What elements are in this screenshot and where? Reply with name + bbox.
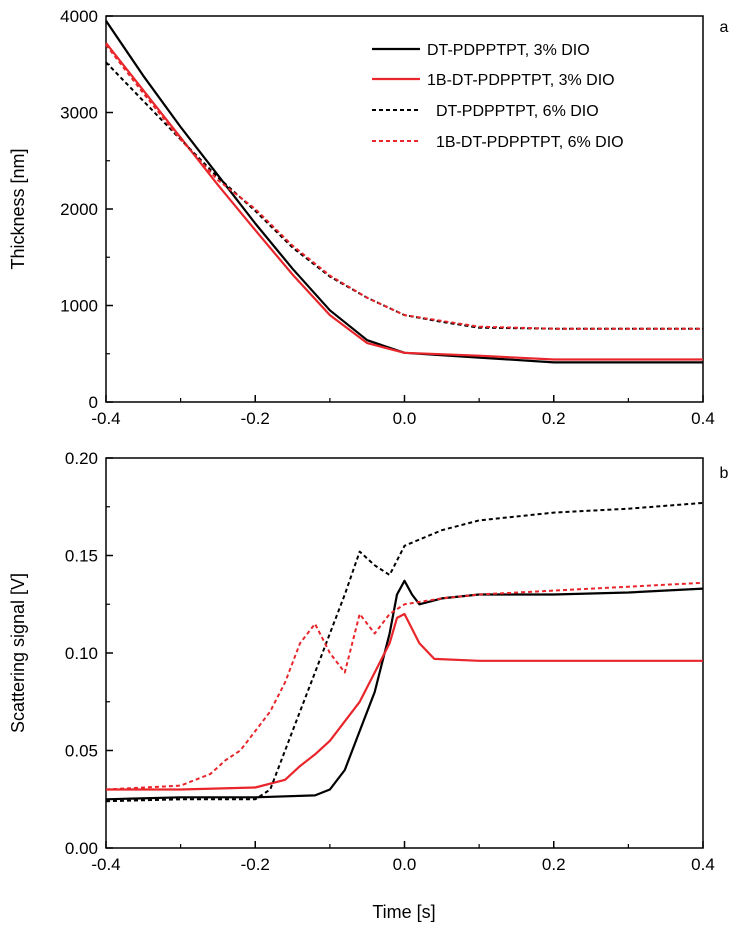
- panel-b-ticks: -0.4 -0.2 0.0 0.2 0.4 0.00 0.05 0.10 0.15 0.20: [65, 449, 715, 874]
- series-line-a-1: [105, 42, 703, 361]
- panel-b-tag: b: [720, 465, 729, 482]
- panel-a-ticks: -0.4 -0.2 0.0 0.2 0.4 0 1000 2000 3000 4000: [60, 7, 715, 428]
- y-tick-label: 2000: [60, 200, 98, 219]
- legend: DT-PDPPTPT, 3% DIO 1B-DT-PDPPTPT, 3% DIO…: [372, 42, 624, 151]
- x-tick-label: -0.4: [91, 409, 120, 428]
- x-tick-label: -0.2: [241, 409, 270, 428]
- y-tick-label: 3000: [60, 104, 98, 123]
- legend-label: 1B-DT-PDPPTPT, 6% DIO: [436, 134, 624, 151]
- panel-a-tag: a: [720, 19, 729, 36]
- series-line-a-3: [105, 44, 703, 330]
- panel-a: -0.4 -0.2 0.0 0.2 0.4 0 1000 2000 3000 4000 a Thi…: [8, 7, 729, 428]
- y-tick-label: 4000: [60, 7, 98, 26]
- legend-label: DT-PDPPTPT, 6% DIO: [436, 103, 599, 120]
- x-tick-label: 0.2: [542, 855, 566, 874]
- x-tick-label: 0.0: [393, 409, 417, 428]
- series-line-b-1: [106, 612, 703, 791]
- series-line-b-0: [105, 579, 704, 801]
- y-tick-label: 1000: [60, 297, 98, 316]
- x-tick-label: 0.4: [691, 855, 715, 874]
- legend-label: 1B-DT-PDPPTPT, 3% DIO: [427, 72, 615, 89]
- legend-item: 1B-DT-PDPPTPT, 3% DIO: [372, 72, 615, 89]
- series-line-a-2: [105, 61, 703, 330]
- x-tick-label: 0.2: [542, 409, 566, 428]
- series-line-b-3: [105, 581, 704, 791]
- y-tick-label: 0.20: [65, 449, 98, 468]
- panel-b-xlabel: Time [s]: [372, 902, 435, 922]
- series-line-b-2: [105, 501, 704, 803]
- legend-item: DT-PDPPTPT, 3% DIO: [372, 42, 590, 59]
- legend-label: DT-PDPPTPT, 3% DIO: [427, 42, 590, 59]
- x-tick-label: 0.4: [691, 409, 715, 428]
- legend-item: DT-PDPPTPT, 6% DIO: [372, 103, 599, 120]
- y-tick-label: 0.00: [65, 839, 98, 858]
- panel-b-ylabel: Scattering signal [V]: [8, 573, 28, 733]
- series-line-a-0: [105, 20, 703, 364]
- x-tick-label: 0.0: [393, 855, 417, 874]
- panel-a-ylabel: Thickness [nm]: [8, 148, 28, 269]
- y-tick-label: 0.10: [65, 644, 98, 663]
- panel-a-series: [105, 20, 703, 364]
- legend-item: 1B-DT-PDPPTPT, 6% DIO: [372, 134, 624, 151]
- y-tick-label: 0.05: [65, 742, 98, 761]
- x-tick-label: -0.4: [91, 855, 120, 874]
- x-tick-label: -0.2: [241, 855, 270, 874]
- panel-b: -0.4 -0.2 0.0 0.2 0.40.000.050.100.150.20 b …: [8, 449, 729, 922]
- y-tick-label: 0: [89, 393, 98, 412]
- y-tick-label: 0.15: [65, 547, 98, 566]
- panel-b-series: [105, 501, 704, 803]
